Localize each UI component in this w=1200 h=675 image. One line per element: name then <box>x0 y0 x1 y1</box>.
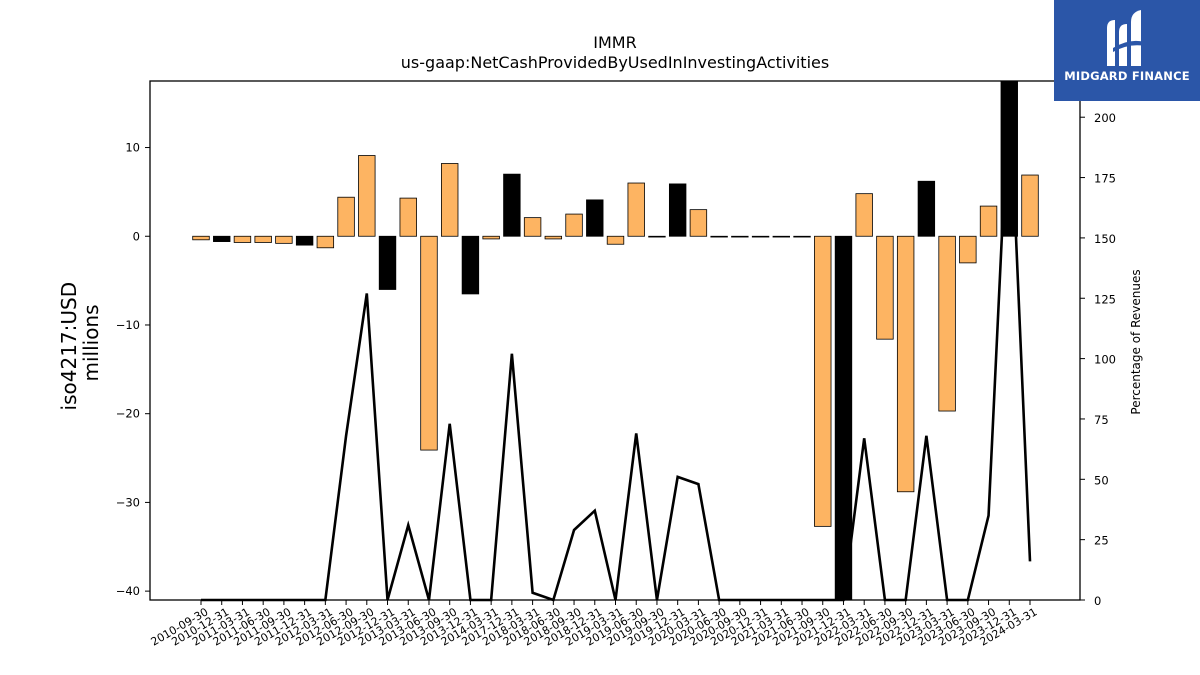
chart-title: IMMR <box>593 33 636 52</box>
bar-2013-03-31 <box>399 197 417 237</box>
y-right-tick-label: 150 <box>1094 232 1116 246</box>
bar-2020-06-30 <box>710 235 728 238</box>
chart-subtitle: us-gaap:NetCashProvidedByUsedInInvesting… <box>401 53 829 72</box>
y-right-tick-label: 125 <box>1094 292 1116 306</box>
y-right-tick-label: 175 <box>1094 172 1116 186</box>
bar-2024-03-31 <box>1021 174 1039 237</box>
bar-2010-12-31 <box>213 235 231 242</box>
bar-2013-12-31 <box>461 235 480 295</box>
y-axis-label-line1: iso4217:USD <box>57 282 81 411</box>
bar-2023-06-30 <box>959 235 977 264</box>
bar-2011-03-31 <box>233 235 252 243</box>
y-tick-label: 0 <box>133 229 140 243</box>
bar-2019-12-31 <box>668 183 687 237</box>
x-axis: 2010-09-302010-12-312011-03-312011-06-30… <box>149 600 1040 649</box>
bar-series <box>192 80 1039 601</box>
bar-2012-06-30 <box>337 196 355 237</box>
bar-2022-03-31 <box>855 193 873 237</box>
bar-2019-09-30 <box>648 235 666 238</box>
y-axis-right: 0 25 50 75 100 125 150 175 200 <box>1080 111 1116 608</box>
bar-2011-09-30 <box>275 235 293 244</box>
bar-2018-12-31 <box>586 199 604 237</box>
y-right-tick-label: 75 <box>1094 413 1109 427</box>
bar-2012-03-31 <box>316 235 335 249</box>
bar-2020-03-31 <box>689 209 708 237</box>
bar-2020-09-30 <box>731 235 749 238</box>
bar-2020-12-31 <box>751 235 770 238</box>
bar-2021-09-30 <box>814 235 832 527</box>
bar-2021-06-30 <box>793 235 811 238</box>
y-tick-label: 10 <box>125 141 140 155</box>
bar-2010-09-30 <box>192 235 210 241</box>
bar-2023-03-31 <box>938 235 956 412</box>
y-axis-label-line2: millions <box>79 304 103 381</box>
y-tick-label: −10 <box>116 318 140 332</box>
bar-2022-09-30 <box>896 235 915 493</box>
bar-2017-12-31 <box>503 173 521 237</box>
y-right-tick-label: 0 <box>1094 594 1101 608</box>
y-tick-label: −40 <box>116 584 140 598</box>
bar-2012-09-30 <box>358 155 376 237</box>
bar-2018-03-31 <box>523 217 542 237</box>
bar-2013-09-30 <box>441 163 459 237</box>
y-tick-label: −30 <box>116 495 140 509</box>
bar-2018-06-30 <box>544 235 563 240</box>
bar-2022-06-30 <box>876 235 894 340</box>
midgard-logo-icon <box>1107 10 1145 66</box>
bar-2019-06-30 <box>627 182 645 237</box>
logo: MIDGARD FINANCE <box>1054 0 1200 101</box>
bar-2019-03-31 <box>606 235 625 245</box>
y-right-tick-label: 100 <box>1094 353 1116 367</box>
y-axis-label: iso4217:USD millions <box>57 276 103 411</box>
y-right-tick-label: 200 <box>1094 111 1116 125</box>
bar-2018-09-30 <box>565 213 583 237</box>
y-right-tick-label: 25 <box>1094 534 1109 548</box>
bar-2021-03-31 <box>772 235 790 238</box>
bar-2023-09-30 <box>979 205 998 237</box>
bar-2013-06-30 <box>420 235 438 451</box>
bar-2012-12-31 <box>378 235 397 290</box>
y-axis-left: −40 −30 −20 −10 0 10 <box>116 141 150 598</box>
y-axis-right-label: Percentage of Revenues <box>1129 269 1143 414</box>
y-right-tick-label: 50 <box>1094 473 1109 487</box>
bar-2022-12-31 <box>917 180 936 237</box>
logo-text: MIDGARD FINANCE <box>1064 69 1190 83</box>
bar-2014-03-31 <box>482 235 500 240</box>
bar-2011-12-31 <box>295 235 314 246</box>
y-tick-label: −20 <box>116 407 140 421</box>
bar-2011-06-30 <box>254 235 272 243</box>
